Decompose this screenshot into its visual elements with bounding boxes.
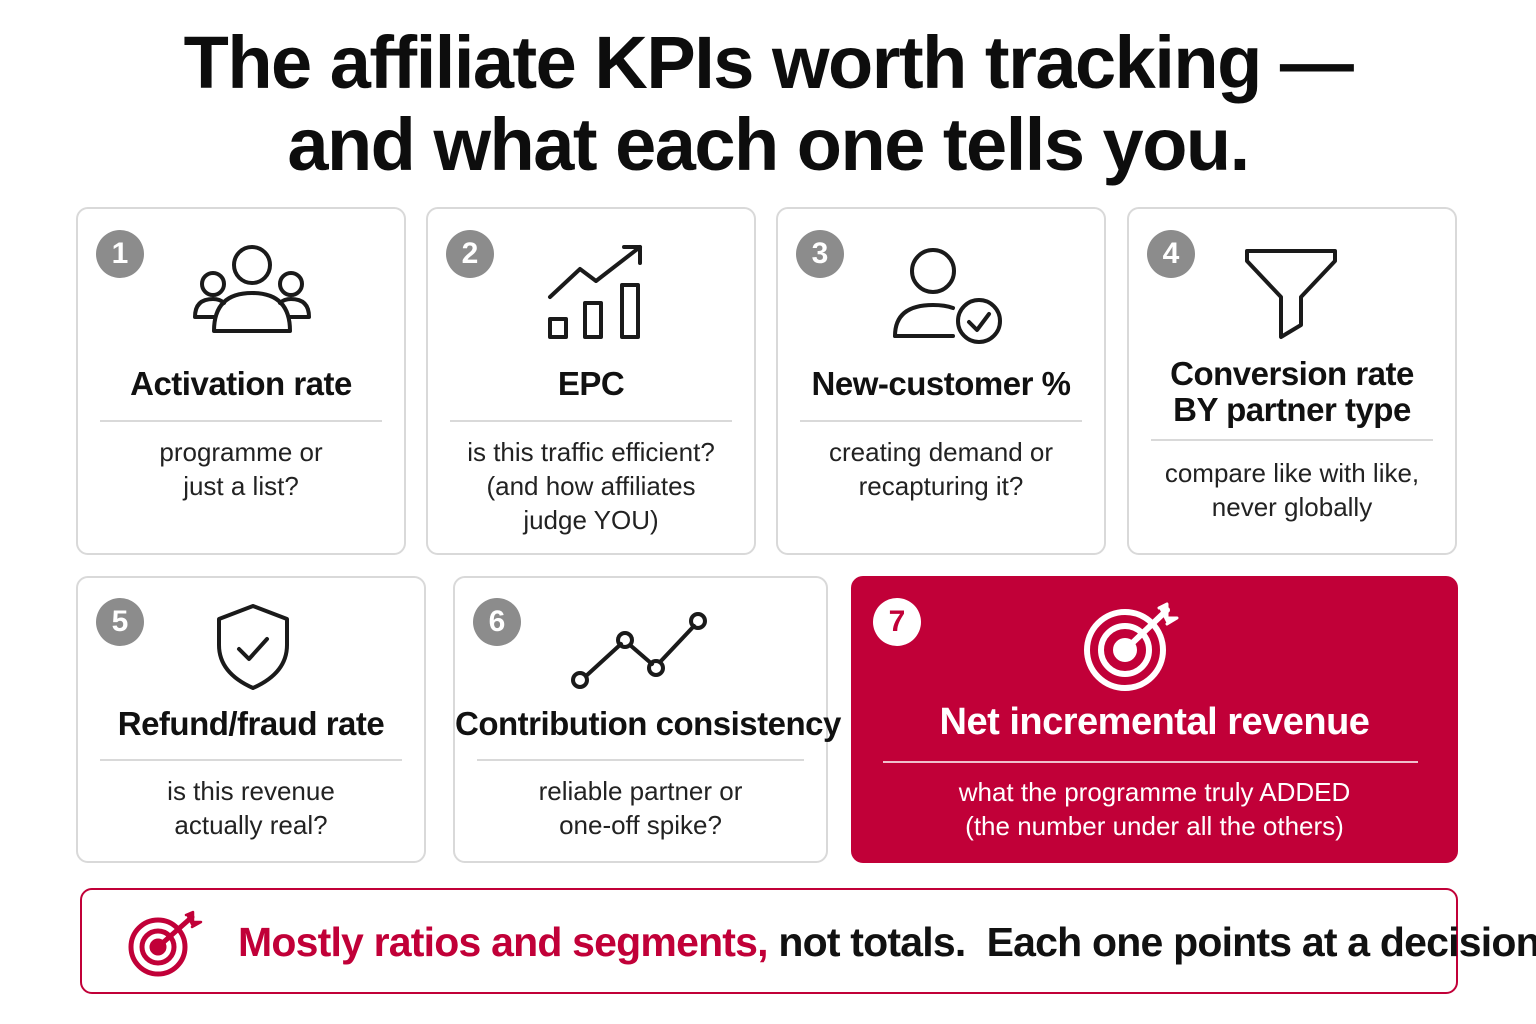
kpi-number-badge: 3	[796, 230, 844, 278]
kpi-description: reliable partner or one-off spike?	[465, 774, 816, 842]
card-divider	[883, 761, 1418, 763]
page-title-line-1: The affiliate KPIs worth tracking —	[183, 21, 1354, 104]
target-arrow-icon	[126, 910, 203, 977]
kpi-description-line: programme or	[159, 437, 323, 467]
kpi-description-line: creating demand or	[828, 437, 1054, 467]
target-arrow-icon	[1081, 602, 1181, 694]
kpi-number-badge: 1	[96, 230, 144, 278]
kpi-description-line: judge YOU)	[523, 505, 659, 535]
kpi-description: is this revenue actually real?	[88, 774, 414, 842]
kpi-card-new-customer: 3 New-customer % creating demand or reca…	[776, 207, 1106, 555]
kpi-card-net-incremental-revenue: 7 Net incremental revenue what the progr…	[851, 576, 1458, 863]
kpi-card-refund-fraud-rate: 5 Refund/fraud rate is this revenue actu…	[76, 576, 426, 863]
kpi-description-line: is this traffic efficient?	[467, 437, 715, 467]
page-title-line-2: and what each one tells you.	[287, 103, 1250, 186]
kpi-description-line: what the programme truly ADDED	[958, 777, 1351, 807]
kpi-description-line: actually real?	[174, 810, 328, 840]
kpi-description-line: recapturing it?	[858, 471, 1024, 501]
kpi-description: creating demand or recapturing it?	[788, 435, 1094, 503]
kpi-title: New-customer %	[811, 365, 1071, 402]
kpi-title: Conversion rate BY partner type	[1129, 356, 1455, 428]
kpi-number-badge: 5	[96, 598, 144, 646]
kpi-title-line: BY partner type	[1173, 391, 1411, 428]
shield-check-icon	[215, 603, 291, 691]
page-title: The affiliate KPIs worth tracking — and …	[0, 22, 1536, 186]
user-check-icon	[891, 247, 1003, 345]
kpi-card-epc: 2 EPC is this traffic efficient? (and ho…	[426, 207, 756, 555]
card-divider	[800, 420, 1082, 422]
summary-accent-text: Mostly ratios and segments,	[238, 919, 769, 965]
kpi-title-line: Conversion rate	[1170, 355, 1414, 392]
kpi-card-conversion-rate: 4 Conversion rate BY partner type compar…	[1127, 207, 1457, 555]
kpi-title: EPC	[557, 365, 625, 402]
kpi-description-line: just a list?	[183, 471, 299, 501]
kpi-description: programme or just a list?	[88, 435, 394, 503]
kpi-title: Contribution consistency	[455, 705, 841, 742]
people-group-icon	[192, 243, 312, 335]
kpi-number-badge: 4	[1147, 230, 1195, 278]
kpi-title: Net incremental revenue	[939, 701, 1370, 743]
bar-chart-up-icon	[546, 243, 646, 341]
kpi-description: what the programme truly ADDED (the numb…	[863, 775, 1446, 843]
kpi-card-activation-rate: 1 Activation rate programme or just a li…	[76, 207, 406, 555]
kpi-description-line: (and how affiliates	[486, 471, 696, 501]
kpi-number-badge: 2	[446, 230, 494, 278]
card-divider	[1151, 439, 1433, 441]
summary-banner: Mostly ratios and segments, not totals. …	[80, 888, 1536, 994]
card-divider	[477, 759, 804, 761]
kpi-title: Activation rate	[130, 365, 352, 402]
line-chart-icon	[568, 610, 710, 690]
kpi-description: is this traffic efficient? (and how affi…	[438, 435, 744, 537]
card-divider	[100, 420, 382, 422]
summary-text: Mostly ratios and segments, not totals. …	[238, 918, 1536, 966]
kpi-description-line: compare like with like,	[1164, 458, 1420, 488]
kpi-card-contribution-consistency: 6 Contribution consistency reliable part…	[453, 576, 841, 863]
kpi-number-badge: 7	[873, 598, 921, 646]
kpi-description: compare like with like, never globally	[1139, 456, 1445, 524]
kpi-description-line: one-off spike?	[559, 810, 722, 840]
kpi-description-line: is this revenue	[167, 776, 335, 806]
funnel-icon	[1243, 247, 1339, 339]
kpi-number-badge: 6	[473, 598, 521, 646]
kpi-description-line: never globally	[1211, 492, 1373, 522]
kpi-description-line: reliable partner or	[538, 776, 743, 806]
summary-rest-text: not totals. Each one points at a decisio…	[767, 919, 1536, 965]
kpi-description-line: (the number under all the others)	[965, 811, 1344, 841]
kpi-title: Refund/fraud rate	[117, 705, 385, 742]
card-divider	[450, 420, 732, 422]
card-divider	[100, 759, 402, 761]
